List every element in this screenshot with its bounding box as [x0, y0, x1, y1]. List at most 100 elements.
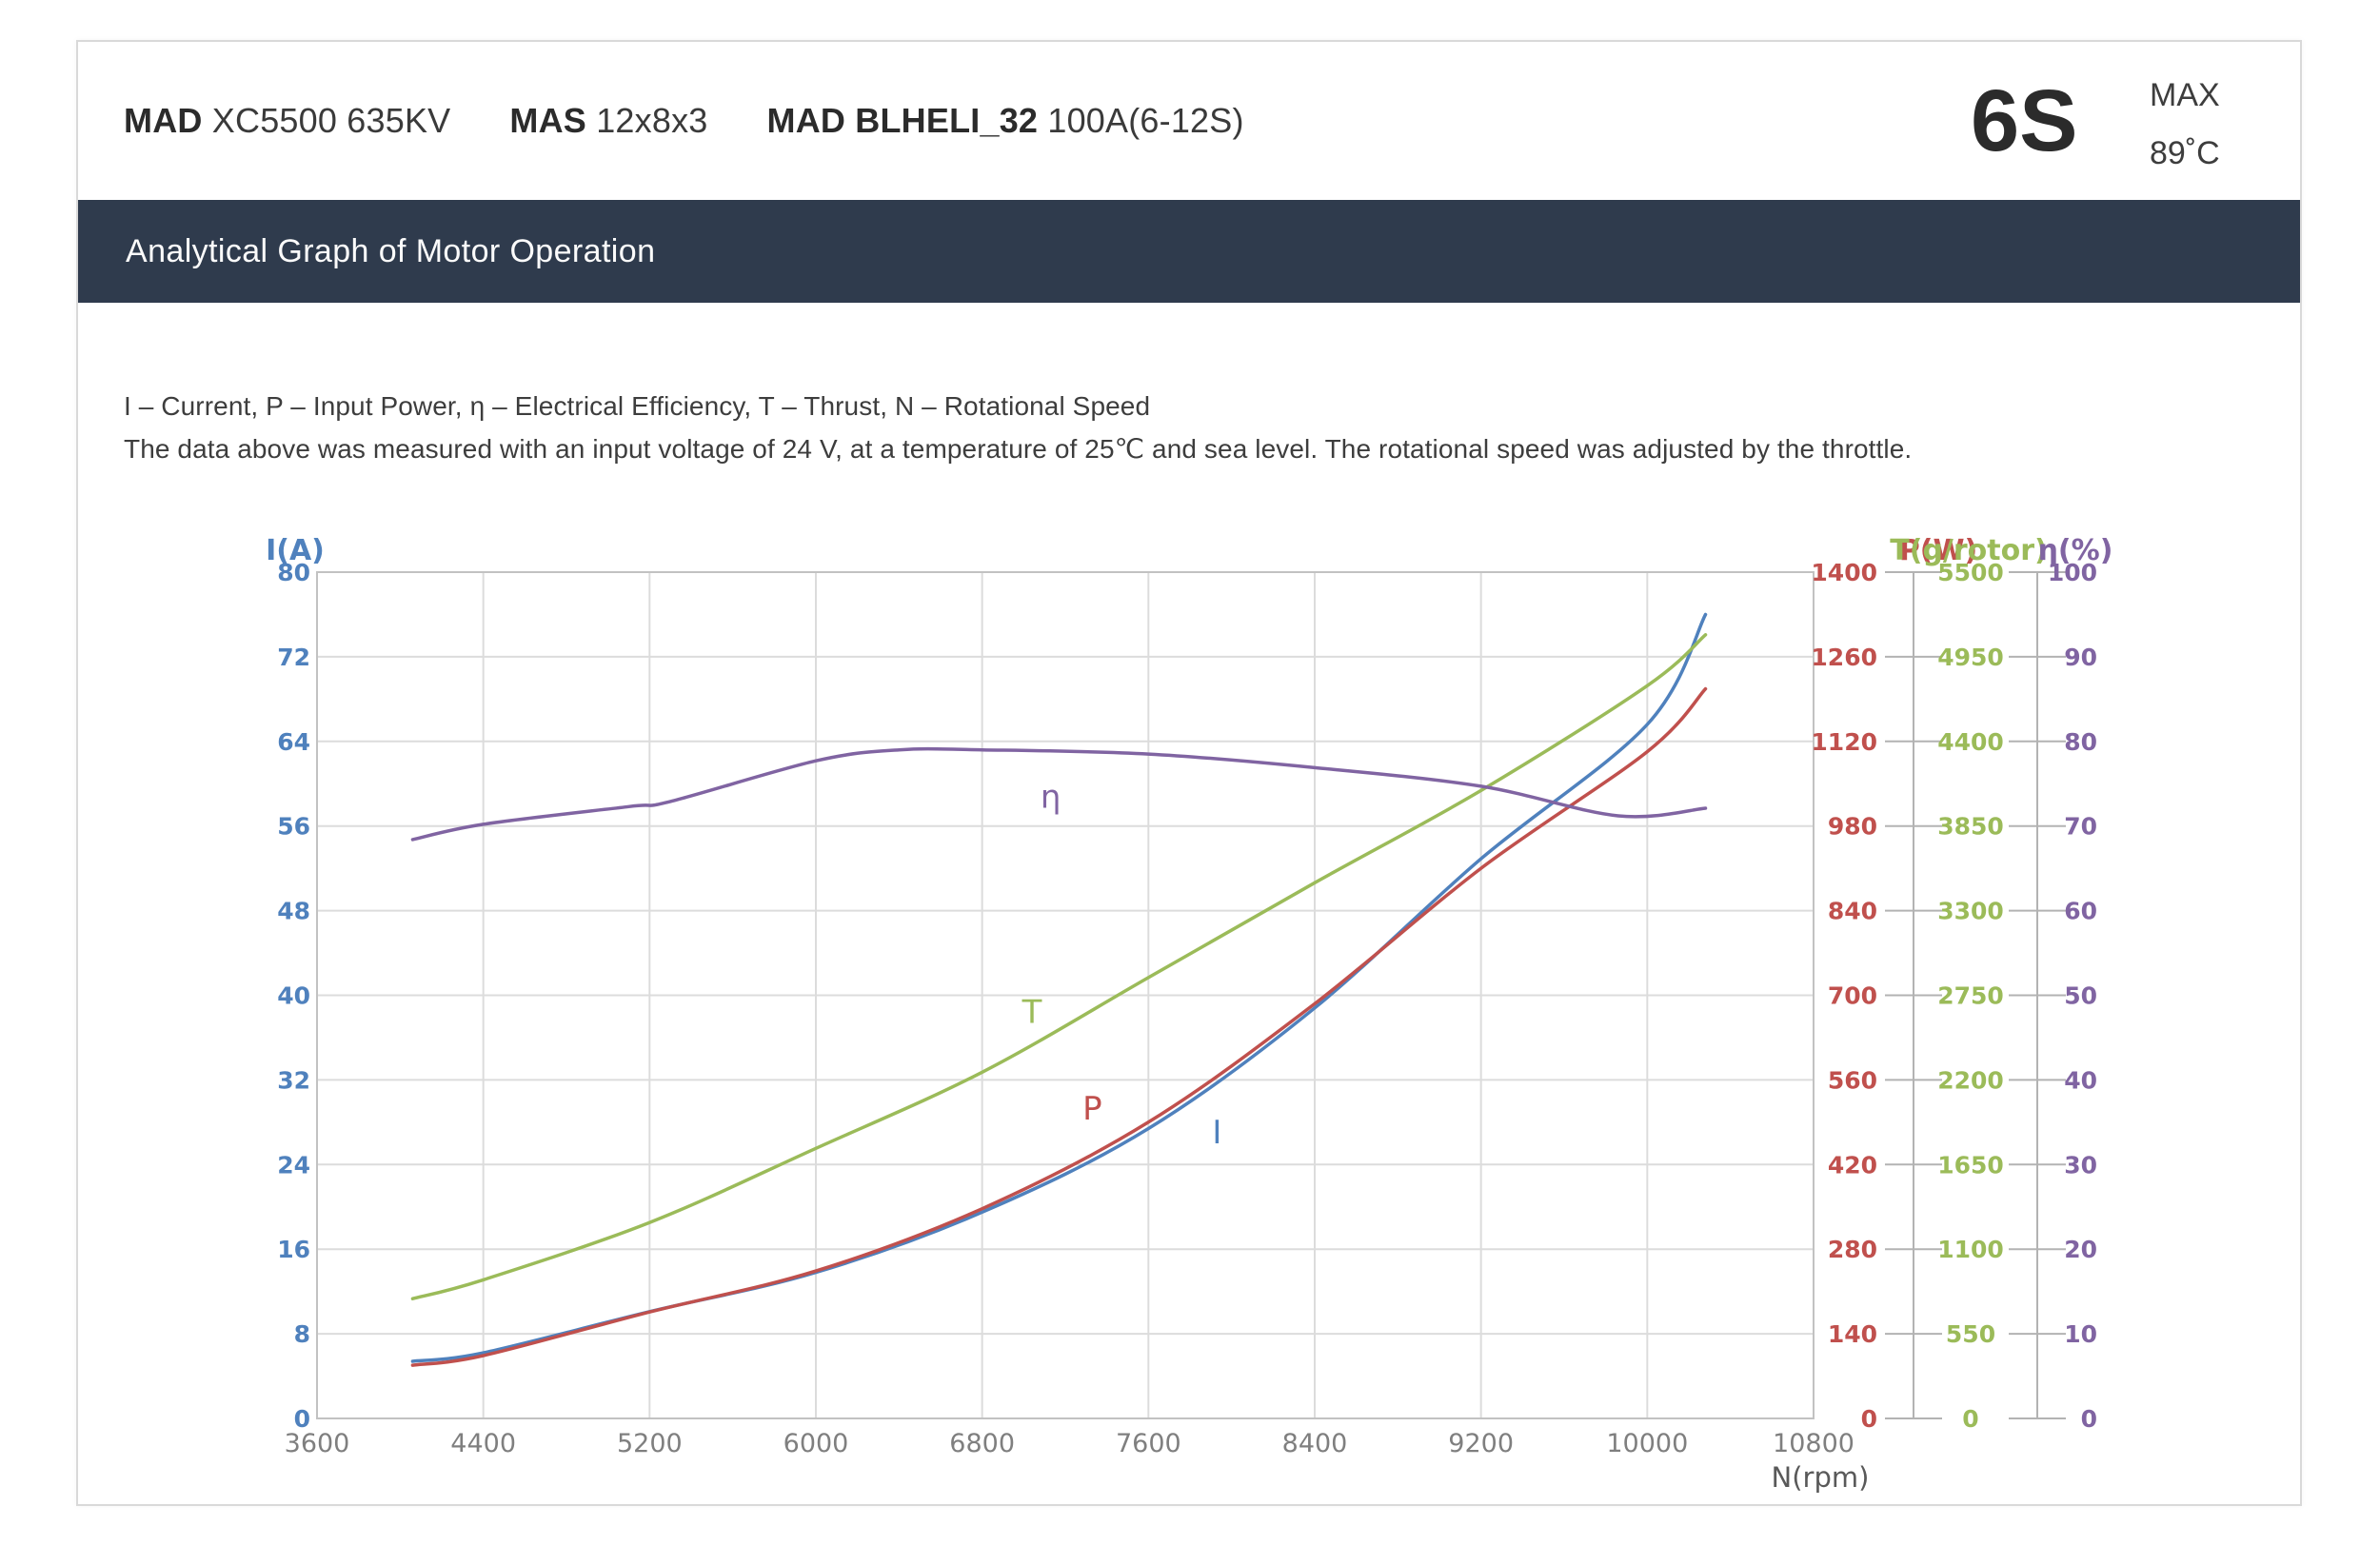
svg-text:80: 80: [2064, 728, 2097, 756]
svg-text:5500: 5500: [1937, 559, 2004, 586]
svg-text:140: 140: [1828, 1320, 1877, 1348]
svg-text:1650: 1650: [1937, 1151, 2004, 1179]
svg-text:10: 10: [2064, 1320, 2097, 1348]
svg-text:72: 72: [277, 644, 310, 671]
svg-text:16: 16: [277, 1236, 310, 1263]
esc-brand: MAD BLHELI_32: [766, 101, 1039, 140]
svg-text:1260: 1260: [1811, 644, 1877, 671]
svg-text:840: 840: [1828, 898, 1877, 925]
svg-text:I: I: [1212, 1114, 1221, 1152]
svg-text:0: 0: [294, 1405, 310, 1433]
right-axis-T: T(g/rotor) 0 550 1100 1650 2200 2750 3300 3850 44…: [1890, 534, 2047, 1433]
propeller-size: 12x8x3: [586, 101, 708, 140]
svg-text:8: 8: [294, 1320, 310, 1348]
right-scale-lines: [1885, 571, 2066, 1419]
curve-labels: η T P I: [1021, 778, 1222, 1151]
max-label: MAX: [2150, 77, 2220, 113]
svg-text:40: 40: [277, 982, 310, 1010]
svg-text:P: P: [1082, 1090, 1102, 1128]
svg-text:1120: 1120: [1811, 728, 1877, 756]
svg-text:20: 20: [2064, 1236, 2097, 1263]
battery-rating: 6S: [1971, 72, 2078, 169]
series-eta: [410, 746, 1708, 842]
svg-text:280: 280: [1828, 1236, 1877, 1263]
svg-text:η(%): η(%): [2038, 534, 2113, 567]
svg-text:η: η: [1041, 778, 1061, 816]
svg-text:70: 70: [2064, 813, 2097, 841]
motor-spec: MAD XC5500 635KV: [124, 101, 450, 141]
legend-definitions: I – Current, P – Input Power, η – Electr…: [124, 391, 1151, 421]
chart-description: I – Current, P – Input Power, η – Electr…: [124, 385, 1912, 470]
svg-text:9200: 9200: [1448, 1429, 1514, 1458]
svg-text:50: 50: [2064, 982, 2097, 1010]
svg-text:3850: 3850: [1937, 813, 2004, 841]
esc-rating: 100A(6-12S): [1038, 101, 1244, 140]
propeller-brand: MAS: [509, 101, 586, 140]
plot-border: [316, 571, 1815, 1419]
right-axis-P: P(W) 0 140 280 420 560 700 840 980 1120 1260 1400: [1811, 534, 1977, 1433]
curve-eta: [410, 746, 1708, 842]
svg-text:550: 550: [1946, 1320, 1995, 1348]
left-axis-I: I(A) 0 8 16 24 32 40 48 56 64 72 80: [266, 534, 325, 1433]
motor-model: XC5500 635KV: [202, 101, 451, 140]
svg-text:7600: 7600: [1116, 1429, 1181, 1458]
svg-text:1400: 1400: [1811, 559, 1877, 586]
svg-text:0: 0: [1962, 1405, 1978, 1433]
svg-text:32: 32: [277, 1066, 310, 1094]
svg-text:3300: 3300: [1937, 898, 2004, 925]
svg-text:24: 24: [277, 1151, 310, 1179]
svg-text:6800: 6800: [949, 1429, 1015, 1458]
svg-text:0: 0: [2081, 1405, 2097, 1433]
svg-text:2200: 2200: [1937, 1066, 2004, 1094]
esc-spec: MAD BLHELI_32 100A(6-12S): [767, 101, 1244, 141]
svg-text:48: 48: [277, 898, 310, 925]
series-T: [410, 633, 1708, 1300]
x-axis-N: 3600 4400 5200 6000 6800 7600 8400 9200 10000 108…: [285, 1429, 1870, 1494]
svg-text:80: 80: [277, 559, 310, 586]
svg-text:980: 980: [1828, 813, 1877, 841]
max-temp-value: 89˚C: [2150, 135, 2220, 171]
section-banner: Analytical Graph of Motor Operation: [78, 200, 2300, 303]
svg-text:1100: 1100: [1937, 1236, 2004, 1263]
motor-brand: MAD: [124, 101, 203, 140]
section-title: Analytical Graph of Motor Operation: [126, 232, 656, 269]
svg-text:56: 56: [277, 813, 310, 841]
right-axis-eta: η(%) 0 10 20 30 40 50 60 70 80 90 100: [2038, 534, 2113, 1433]
gridlines: [316, 571, 1815, 1419]
svg-text:N(rpm): N(rpm): [1772, 1461, 1870, 1494]
curve-T: [410, 633, 1708, 1300]
svg-text:0: 0: [1861, 1405, 1877, 1433]
svg-text:5200: 5200: [617, 1429, 683, 1458]
svg-text:4950: 4950: [1937, 644, 2004, 671]
svg-text:T: T: [1021, 993, 1042, 1031]
svg-text:4400: 4400: [1937, 728, 2004, 756]
svg-text:30: 30: [2064, 1151, 2097, 1179]
curve-P: [410, 686, 1708, 1367]
svg-text:700: 700: [1828, 982, 1877, 1010]
svg-text:6000: 6000: [783, 1429, 849, 1458]
svg-text:I(A): I(A): [266, 534, 325, 567]
svg-text:40: 40: [2064, 1066, 2097, 1094]
propeller-spec: MAS 12x8x3: [509, 101, 707, 141]
svg-text:100: 100: [2048, 559, 2097, 586]
svg-text:P(W): P(W): [1899, 534, 1978, 567]
svg-text:60: 60: [2064, 898, 2097, 925]
svg-text:3600: 3600: [285, 1429, 350, 1458]
spec-header: MAD XC5500 635KV MAS 12x8x3 MAD BLHELI_3…: [78, 42, 2300, 200]
series-P: [410, 686, 1708, 1367]
measurement-conditions: The data above was measured with an inpu…: [124, 434, 1913, 464]
max-temperature-block: MAX 89˚C: [2150, 67, 2220, 183]
svg-text:2750: 2750: [1937, 982, 2004, 1010]
svg-text:10800: 10800: [1773, 1429, 1854, 1458]
report-card: MAD XC5500 635KV MAS 12x8x3 MAD BLHELI_3…: [76, 40, 2302, 1506]
svg-text:4400: 4400: [450, 1429, 516, 1458]
svg-text:10000: 10000: [1606, 1429, 1688, 1458]
svg-text:420: 420: [1828, 1151, 1877, 1179]
svg-text:64: 64: [277, 728, 310, 756]
svg-text:560: 560: [1828, 1066, 1877, 1094]
svg-text:8400: 8400: [1282, 1429, 1348, 1458]
svg-text:90: 90: [2064, 644, 2097, 671]
svg-text:T(g/rotor): T(g/rotor): [1890, 534, 2047, 567]
